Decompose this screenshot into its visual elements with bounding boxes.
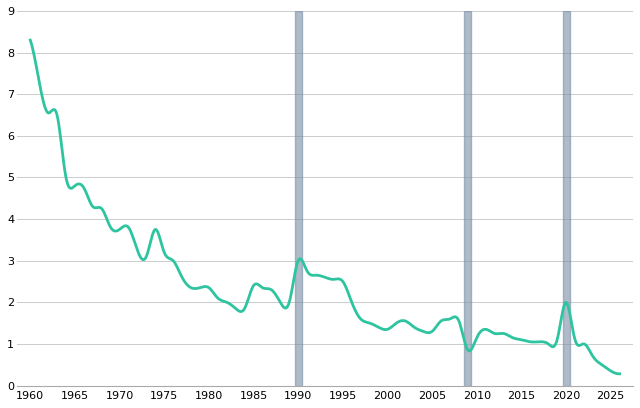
Bar bbox=[294, 11, 301, 386]
Bar bbox=[563, 11, 570, 386]
Bar bbox=[464, 11, 472, 386]
